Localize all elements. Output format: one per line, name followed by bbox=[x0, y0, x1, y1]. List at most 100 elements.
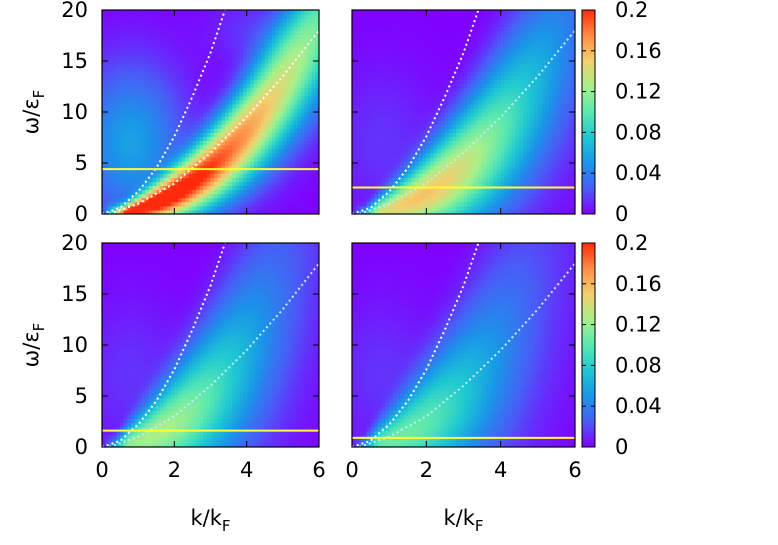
heatmap-cell bbox=[185, 50, 190, 56]
heatmap-cell bbox=[286, 22, 291, 27]
heatmap-cell bbox=[279, 136, 284, 142]
heatmap-cell bbox=[359, 120, 364, 125]
heatmap-cell bbox=[163, 71, 168, 76]
heatmap-cell bbox=[268, 30, 273, 36]
heatmap-cell bbox=[478, 107, 483, 113]
heatmap-cell bbox=[279, 197, 284, 203]
heatmap-cell bbox=[430, 112, 435, 117]
heatmap-cell bbox=[433, 156, 439, 162]
heatmap-cell bbox=[210, 42, 215, 48]
heatmap-cell bbox=[257, 140, 262, 146]
heatmap-cell bbox=[392, 189, 398, 195]
heatmap-cell bbox=[199, 160, 204, 166]
heatmap-cell bbox=[415, 30, 420, 36]
heatmap-cell bbox=[275, 173, 280, 178]
heatmap-cell bbox=[396, 38, 401, 44]
heatmap-cell bbox=[130, 18, 136, 23]
heatmap-cell bbox=[145, 10, 150, 15]
heatmap-cell bbox=[467, 67, 472, 72]
heatmap-cell bbox=[478, 71, 483, 76]
heatmap-cell bbox=[264, 144, 269, 150]
heatmap-cell bbox=[152, 185, 157, 191]
heatmap-cell bbox=[297, 83, 302, 89]
heatmap-cell bbox=[271, 54, 277, 60]
heatmap-cell bbox=[474, 38, 479, 44]
heatmap-cell bbox=[116, 148, 121, 154]
heatmap-cell bbox=[392, 87, 398, 93]
heatmap-cell bbox=[130, 169, 136, 174]
heatmap-cell bbox=[177, 54, 183, 60]
heatmap-cell bbox=[192, 38, 197, 44]
heatmap-cell bbox=[177, 83, 183, 89]
heatmap-cell bbox=[152, 136, 157, 142]
heatmap-cell bbox=[203, 22, 208, 27]
y-tick-label: 5 bbox=[75, 151, 88, 175]
heatmap-cell bbox=[130, 34, 136, 40]
heatmap-cell bbox=[116, 46, 121, 52]
heatmap-cell bbox=[392, 18, 398, 23]
heatmap-cell bbox=[452, 136, 457, 142]
heatmap-cell bbox=[217, 148, 222, 154]
heatmap-cell bbox=[426, 116, 431, 121]
heatmap-cell bbox=[311, 124, 316, 129]
heatmap-cell bbox=[400, 116, 405, 121]
heatmap-cell bbox=[378, 30, 383, 36]
heatmap-cell bbox=[109, 26, 114, 31]
heatmap-cell bbox=[185, 54, 190, 60]
heatmap-cell bbox=[304, 160, 309, 166]
heatmap-cell bbox=[385, 10, 390, 15]
heatmap-cell bbox=[470, 10, 476, 15]
heatmap-cell bbox=[352, 91, 357, 97]
heatmap-cell bbox=[239, 169, 244, 174]
heatmap-cell bbox=[493, 128, 498, 133]
heatmap-cell bbox=[459, 38, 465, 44]
heatmap-cell bbox=[134, 71, 139, 76]
heatmap-cell bbox=[206, 46, 212, 52]
heatmap-cell bbox=[297, 193, 302, 199]
heatmap-cell bbox=[177, 169, 183, 174]
heatmap-cell bbox=[370, 128, 375, 133]
heatmap-cell bbox=[217, 112, 222, 117]
heatmap-cell bbox=[159, 140, 165, 146]
heatmap-cell bbox=[264, 156, 269, 162]
heatmap-cell bbox=[181, 136, 186, 142]
heatmap-cell bbox=[478, 46, 483, 52]
heatmap-cell bbox=[181, 87, 186, 93]
heatmap-cell bbox=[363, 189, 368, 195]
heatmap-cell bbox=[102, 95, 107, 101]
heatmap-cell bbox=[167, 177, 172, 182]
heatmap-cell bbox=[268, 140, 273, 146]
heatmap-cell bbox=[271, 148, 277, 154]
heatmap-cell bbox=[167, 79, 172, 85]
heatmap-cell bbox=[275, 156, 280, 162]
heatmap-cell bbox=[381, 140, 387, 146]
heatmap-cell bbox=[116, 26, 121, 31]
heatmap-cell bbox=[456, 193, 461, 199]
heatmap-cell bbox=[441, 116, 446, 121]
heatmap-cell bbox=[385, 95, 390, 101]
heatmap-cell bbox=[304, 201, 309, 207]
heatmap-cell bbox=[109, 34, 114, 40]
heatmap-cell bbox=[396, 169, 401, 174]
heatmap-cell bbox=[308, 91, 313, 97]
heatmap-cell bbox=[228, 58, 233, 64]
heatmap-cell bbox=[130, 87, 136, 93]
heatmap-cell bbox=[224, 103, 230, 109]
heatmap-cell bbox=[448, 67, 453, 72]
heatmap-cell bbox=[185, 58, 190, 64]
heatmap-cell bbox=[456, 152, 461, 158]
heatmap-cell bbox=[474, 197, 479, 203]
heatmap-cell bbox=[467, 83, 472, 89]
heatmap-cell bbox=[123, 22, 128, 27]
heatmap-cell bbox=[116, 128, 121, 133]
heatmap-cell bbox=[130, 112, 136, 117]
heatmap-cell bbox=[185, 112, 190, 117]
heatmap-cell bbox=[437, 42, 442, 48]
heatmap-cell bbox=[214, 160, 219, 166]
heatmap-cell bbox=[456, 63, 461, 68]
heatmap-cell bbox=[149, 18, 154, 23]
heatmap-cell bbox=[363, 165, 368, 170]
heatmap-cell bbox=[221, 201, 226, 207]
heatmap-cell bbox=[437, 50, 442, 56]
heatmap-cell bbox=[112, 99, 118, 105]
